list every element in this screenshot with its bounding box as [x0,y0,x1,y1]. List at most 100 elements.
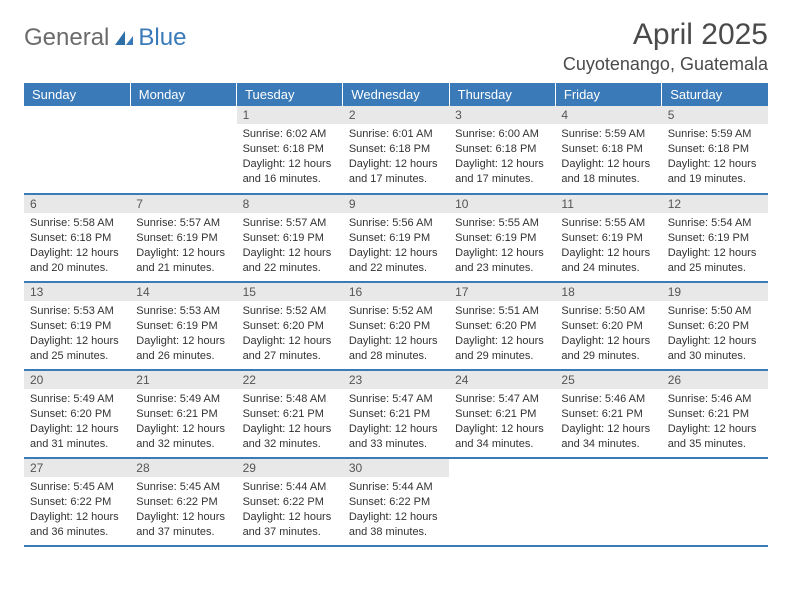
daylight-line: Daylight: 12 hours and 38 minutes. [349,510,443,540]
day-details: Sunrise: 6:02 AMSunset: 6:18 PMDaylight:… [237,124,343,190]
sunrise-line: Sunrise: 5:55 AM [561,216,655,231]
day-details: Sunrise: 5:47 AMSunset: 6:21 PMDaylight:… [343,389,449,455]
calendar-cell: 15Sunrise: 5:52 AMSunset: 6:20 PMDayligh… [237,282,343,370]
sunset-line: Sunset: 6:19 PM [561,231,655,246]
sunset-line: Sunset: 6:22 PM [30,495,124,510]
day-details: Sunrise: 5:57 AMSunset: 6:19 PMDaylight:… [130,213,236,279]
sunset-line: Sunset: 6:20 PM [561,319,655,334]
daylight-line: Daylight: 12 hours and 20 minutes. [30,246,124,276]
day-details: Sunrise: 5:44 AMSunset: 6:22 PMDaylight:… [343,477,449,543]
day-number: 1 [237,106,343,124]
sunrise-line: Sunrise: 5:44 AM [243,480,337,495]
sunrise-line: Sunrise: 6:01 AM [349,127,443,142]
day-number: 14 [130,283,236,301]
sunset-line: Sunset: 6:19 PM [136,231,230,246]
daylight-line: Daylight: 12 hours and 32 minutes. [243,422,337,452]
sunset-line: Sunset: 6:21 PM [455,407,549,422]
calendar-cell [24,106,130,194]
day-header: Monday [130,83,236,106]
calendar-row: 1Sunrise: 6:02 AMSunset: 6:18 PMDaylight… [24,106,768,194]
sunrise-line: Sunrise: 5:50 AM [668,304,762,319]
sunrise-line: Sunrise: 6:02 AM [243,127,337,142]
day-number: 15 [237,283,343,301]
calendar-row: 6Sunrise: 5:58 AMSunset: 6:18 PMDaylight… [24,194,768,282]
calendar-row: 27Sunrise: 5:45 AMSunset: 6:22 PMDayligh… [24,458,768,546]
day-number: 27 [24,459,130,477]
sunset-line: Sunset: 6:18 PM [668,142,762,157]
day-number [449,459,555,477]
day-details: Sunrise: 5:53 AMSunset: 6:19 PMDaylight:… [130,301,236,367]
calendar-cell: 14Sunrise: 5:53 AMSunset: 6:19 PMDayligh… [130,282,236,370]
daylight-line: Daylight: 12 hours and 22 minutes. [349,246,443,276]
day-details: Sunrise: 5:49 AMSunset: 6:21 PMDaylight:… [130,389,236,455]
sunrise-line: Sunrise: 5:45 AM [30,480,124,495]
sunrise-line: Sunrise: 6:00 AM [455,127,549,142]
title-block: April 2025 Cuyotenango, Guatemala [563,18,768,75]
day-details: Sunrise: 5:46 AMSunset: 6:21 PMDaylight:… [662,389,768,455]
sunset-line: Sunset: 6:20 PM [243,319,337,334]
day-number: 9 [343,195,449,213]
sunrise-line: Sunrise: 5:45 AM [136,480,230,495]
day-details: Sunrise: 6:00 AMSunset: 6:18 PMDaylight:… [449,124,555,190]
sunrise-line: Sunrise: 5:57 AM [136,216,230,231]
day-number: 21 [130,371,236,389]
day-details: Sunrise: 5:45 AMSunset: 6:22 PMDaylight:… [24,477,130,543]
sunrise-line: Sunrise: 5:52 AM [349,304,443,319]
sunrise-line: Sunrise: 5:52 AM [243,304,337,319]
sunset-line: Sunset: 6:19 PM [243,231,337,246]
sunrise-line: Sunrise: 5:49 AM [136,392,230,407]
sunset-line: Sunset: 6:19 PM [136,319,230,334]
day-details: Sunrise: 5:44 AMSunset: 6:22 PMDaylight:… [237,477,343,543]
calendar-cell: 10Sunrise: 5:55 AMSunset: 6:19 PMDayligh… [449,194,555,282]
day-details: Sunrise: 5:48 AMSunset: 6:21 PMDaylight:… [237,389,343,455]
sunset-line: Sunset: 6:20 PM [668,319,762,334]
calendar-cell: 13Sunrise: 5:53 AMSunset: 6:19 PMDayligh… [24,282,130,370]
daylight-line: Daylight: 12 hours and 19 minutes. [668,157,762,187]
daylight-line: Daylight: 12 hours and 32 minutes. [136,422,230,452]
day-details: Sunrise: 5:46 AMSunset: 6:21 PMDaylight:… [555,389,661,455]
day-details: Sunrise: 5:45 AMSunset: 6:22 PMDaylight:… [130,477,236,543]
day-details: Sunrise: 5:55 AMSunset: 6:19 PMDaylight:… [449,213,555,279]
daylight-line: Daylight: 12 hours and 36 minutes. [30,510,124,540]
calendar-cell: 7Sunrise: 5:57 AMSunset: 6:19 PMDaylight… [130,194,236,282]
calendar-table: SundayMondayTuesdayWednesdayThursdayFrid… [24,83,768,547]
day-details: Sunrise: 6:01 AMSunset: 6:18 PMDaylight:… [343,124,449,190]
calendar-cell: 27Sunrise: 5:45 AMSunset: 6:22 PMDayligh… [24,458,130,546]
day-details: Sunrise: 5:59 AMSunset: 6:18 PMDaylight:… [662,124,768,190]
calendar-cell: 8Sunrise: 5:57 AMSunset: 6:19 PMDaylight… [237,194,343,282]
day-number: 4 [555,106,661,124]
day-number: 6 [24,195,130,213]
sunrise-line: Sunrise: 5:50 AM [561,304,655,319]
day-details: Sunrise: 5:52 AMSunset: 6:20 PMDaylight:… [343,301,449,367]
day-number: 17 [449,283,555,301]
sunset-line: Sunset: 6:22 PM [243,495,337,510]
calendar-cell [449,458,555,546]
calendar-cell: 20Sunrise: 5:49 AMSunset: 6:20 PMDayligh… [24,370,130,458]
day-details: Sunrise: 5:55 AMSunset: 6:19 PMDaylight:… [555,213,661,279]
sunrise-line: Sunrise: 5:47 AM [455,392,549,407]
calendar-cell: 4Sunrise: 5:59 AMSunset: 6:18 PMDaylight… [555,106,661,194]
sunset-line: Sunset: 6:22 PM [349,495,443,510]
sunset-line: Sunset: 6:21 PM [561,407,655,422]
day-header: Wednesday [343,83,449,106]
sunrise-line: Sunrise: 5:58 AM [30,216,124,231]
day-details: Sunrise: 5:49 AMSunset: 6:20 PMDaylight:… [24,389,130,455]
calendar-cell: 30Sunrise: 5:44 AMSunset: 6:22 PMDayligh… [343,458,449,546]
sunset-line: Sunset: 6:19 PM [668,231,762,246]
calendar-cell: 25Sunrise: 5:46 AMSunset: 6:21 PMDayligh… [555,370,661,458]
daylight-line: Daylight: 12 hours and 37 minutes. [136,510,230,540]
logo: General Blue [24,24,186,52]
daylight-line: Daylight: 12 hours and 18 minutes. [561,157,655,187]
sunset-line: Sunset: 6:19 PM [30,319,124,334]
sunrise-line: Sunrise: 5:57 AM [243,216,337,231]
day-number: 18 [555,283,661,301]
calendar-body: 1Sunrise: 6:02 AMSunset: 6:18 PMDaylight… [24,106,768,546]
day-header: Friday [555,83,661,106]
daylight-line: Daylight: 12 hours and 28 minutes. [349,334,443,364]
day-number [555,459,661,477]
sunrise-line: Sunrise: 5:47 AM [349,392,443,407]
daylight-line: Daylight: 12 hours and 30 minutes. [668,334,762,364]
day-number: 19 [662,283,768,301]
daylight-line: Daylight: 12 hours and 21 minutes. [136,246,230,276]
day-number: 11 [555,195,661,213]
